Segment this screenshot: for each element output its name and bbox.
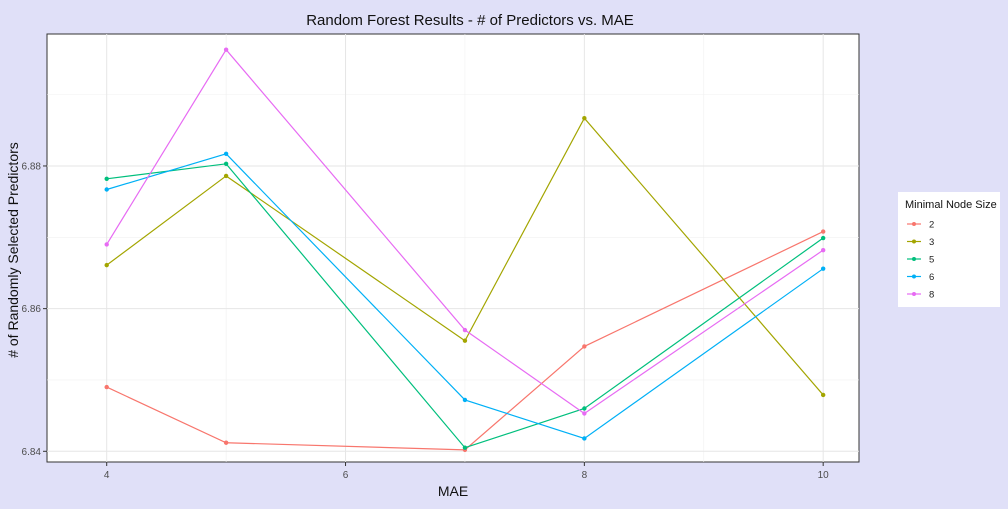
data-point [582,344,587,349]
series-6 [104,151,826,441]
plot-panel [46,33,860,463]
data-point [462,338,468,343]
legend-key-point [912,292,916,296]
x-tick-label: 6 [343,470,349,481]
data-point [582,115,587,121]
data-point [462,445,468,450]
data-point [223,161,229,167]
y-tick-label: 6.86 [22,304,42,315]
chart-title: Random Forest Results - # of Predictors … [306,12,634,29]
axes: 4 6 8 10 6.84 6.86 6.88 [22,161,830,481]
legend-label: 5 [929,255,934,266]
legend-label: 2 [929,220,934,231]
series-8 [104,47,826,416]
y-axis-label: # of Randomly Selected Predictors [5,142,21,358]
x-tick-label: 4 [104,470,110,481]
data-point [462,397,468,403]
x-axis-label: MAE [438,483,468,499]
legend-title: Minimal Node Size [905,199,997,211]
data-point [820,247,826,253]
legend-item-5: 5 [907,255,934,266]
x-tick-label: 10 [818,470,830,481]
data-point [223,47,229,52]
data-point [223,440,229,445]
data-point [820,392,826,398]
data-point [820,266,826,271]
data-point [820,229,826,234]
legend: Minimal Node Size 2 3 5 6 8 [898,192,1000,307]
legend-items: 2 3 5 6 8 [907,220,934,301]
y-tick-label: 6.84 [22,447,42,458]
legend-box [898,192,1000,307]
data-point [582,436,587,441]
legend-label: 6 [929,272,934,283]
legend-item-6: 6 [907,272,934,283]
legend-key-point [912,239,916,244]
legend-key-point [912,274,916,279]
data-point [104,384,109,390]
series-5 [104,161,826,450]
legend-item-8: 8 [907,290,934,301]
data-point [582,411,587,416]
data-point [223,151,229,157]
data-point [462,327,468,333]
data-point [104,176,109,182]
data-point [582,406,587,411]
y-tick-label: 6.88 [22,161,42,172]
data-point [104,242,109,247]
data-point [223,173,229,179]
legend-label: 3 [929,237,934,248]
series-3 [104,115,826,398]
legend-key-point [912,222,916,226]
data-point [820,235,826,241]
legend-item-2: 2 [907,220,934,231]
data-point [104,262,109,268]
data-point [104,187,109,192]
legend-label: 8 [929,290,934,301]
legend-key-point [912,257,916,261]
x-tick-label: 8 [582,470,588,481]
legend-item-3: 3 [907,237,934,248]
series-layer [104,47,826,453]
